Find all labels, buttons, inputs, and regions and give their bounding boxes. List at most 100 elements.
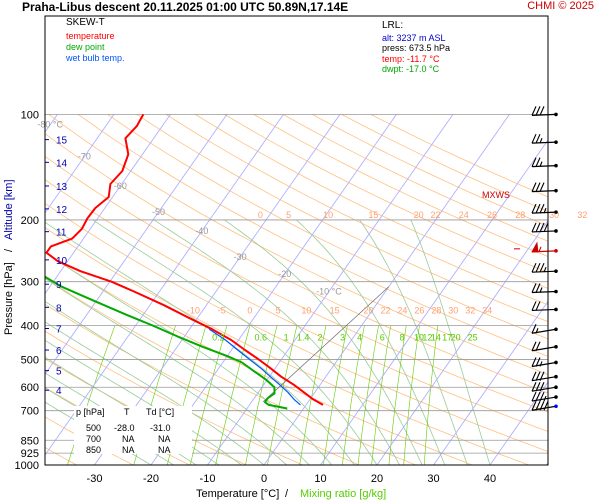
wind-barb-staff bbox=[531, 290, 557, 294]
isotherm-label: -50 bbox=[152, 207, 165, 217]
adiabat-label: 20 bbox=[414, 210, 424, 220]
series-line-dew-point bbox=[45, 275, 288, 410]
wind-barb-feather bbox=[531, 262, 537, 273]
wind-barb-feather bbox=[535, 283, 541, 293]
dry-adiabat-line bbox=[48, 114, 548, 375]
y-title-altitude: Altitude [km] bbox=[3, 179, 15, 240]
dry-adiabat-line bbox=[370, 114, 548, 198]
wind-barb-dot bbox=[554, 289, 558, 294]
mixing-ratio-label: 4 bbox=[357, 332, 362, 342]
adiabat-label: 34 bbox=[482, 306, 492, 316]
mixing-ratio-label: 14 bbox=[431, 332, 441, 342]
wind-barb-staff bbox=[531, 190, 557, 193]
legend-item-wetbulb: wet bulb temp. bbox=[66, 53, 125, 63]
temperature-tick-label: -30 bbox=[87, 473, 103, 485]
table-cell: -31.0 bbox=[150, 423, 171, 433]
altitude-tick-label: 4 bbox=[56, 386, 62, 397]
wind-barb-feather bbox=[531, 301, 537, 311]
wind-barb-feather bbox=[535, 222, 541, 233]
temperature-tick-label: 40 bbox=[484, 473, 496, 485]
wind-barb-half-feather bbox=[543, 395, 547, 402]
adiabat-label: 15 bbox=[330, 306, 340, 316]
adiabat-label: 32 bbox=[465, 306, 475, 316]
isotherm-line bbox=[376, 219, 548, 465]
wind-barbs bbox=[531, 106, 558, 411]
wind-barb-feather bbox=[539, 391, 545, 402]
mixing-ratio-label: 10 bbox=[414, 332, 424, 342]
table-cell: NA bbox=[122, 434, 135, 444]
wind-barb-half-feather bbox=[535, 328, 539, 334]
wind-barb-dot bbox=[554, 249, 558, 253]
wind-barb-feather bbox=[539, 203, 545, 214]
adiabat-label: 24 bbox=[397, 306, 407, 316]
dry-adiabat-line bbox=[253, 114, 548, 258]
mixing-ratio-label: 20 bbox=[451, 332, 461, 342]
dry-adiabat-line bbox=[195, 114, 548, 289]
wind-barb bbox=[531, 157, 558, 168]
wind-barb-feather bbox=[535, 357, 541, 367]
wind-barb-feather bbox=[531, 341, 537, 351]
y-title-separator: / bbox=[3, 248, 15, 252]
isotherm-label: -10 °C bbox=[316, 287, 342, 297]
wind-barb-half-feather bbox=[539, 161, 543, 167]
isotherm-label: -40 bbox=[195, 226, 208, 236]
wind-barb-half-feather bbox=[539, 361, 543, 367]
temperature-tick-label: 20 bbox=[371, 473, 383, 485]
series-layer bbox=[45, 113, 324, 410]
series-line-temperature bbox=[45, 113, 324, 406]
mxws-label: MXWS bbox=[482, 190, 510, 200]
wind-barb-dot bbox=[554, 385, 558, 390]
wind-barb-half-feather bbox=[538, 246, 542, 253]
dry-adiabat-line bbox=[107, 114, 548, 340]
wind-barb-feather bbox=[535, 203, 541, 214]
adiabat-label: -10 bbox=[187, 306, 200, 316]
mixing-ratio-line bbox=[357, 325, 379, 465]
table-header-p: p [hPa] bbox=[76, 407, 105, 417]
x-title-mixing: Mixing ratio [g/kg] bbox=[300, 488, 386, 500]
wind-barb-feather bbox=[539, 262, 545, 273]
wind-barb-dot bbox=[554, 210, 558, 214]
isotherm-line bbox=[433, 300, 548, 465]
adiabat-label: 0 bbox=[258, 210, 263, 220]
altitude-tick-label: 6 bbox=[56, 346, 62, 357]
dry-adiabat-line bbox=[224, 114, 548, 273]
isotherm-line bbox=[320, 139, 548, 465]
wind-barb-feather bbox=[539, 401, 545, 411]
isotherm-label: -30 bbox=[234, 252, 247, 262]
pressure-tick-label: 200 bbox=[21, 215, 39, 227]
wind-barb-feather bbox=[531, 157, 537, 167]
adiabat-label: 10 bbox=[301, 306, 311, 316]
altitude-tick-label: 5 bbox=[56, 367, 62, 378]
altitude-tick-label: 10 bbox=[56, 256, 68, 267]
table-cell: 500 bbox=[86, 423, 102, 433]
table-header-td: Td [°C] bbox=[146, 407, 175, 417]
mixing-ratio-label: 6 bbox=[380, 332, 385, 342]
adiabat-label: 26 bbox=[487, 210, 497, 220]
wind-barb bbox=[531, 301, 558, 312]
wind-barb-staff bbox=[531, 328, 557, 334]
isotherm-line bbox=[207, 114, 454, 465]
pressure-tick-label: 600 bbox=[21, 382, 39, 394]
lrl-temp: temp: -11.7 °C bbox=[382, 53, 440, 64]
wind-barb-feather bbox=[539, 222, 545, 233]
wind-barb-feather bbox=[531, 106, 537, 116]
wind-barb-feather bbox=[535, 133, 541, 144]
wind-barb-dot bbox=[554, 344, 558, 349]
wind-barb-feather bbox=[531, 283, 537, 293]
table-cell: -28.0 bbox=[114, 423, 135, 433]
chart-title: Praha-Libus descent 20.11.2025 01:00 UTC… bbox=[22, 0, 349, 14]
isotherm-line bbox=[489, 381, 548, 465]
wind-barb bbox=[531, 203, 558, 214]
wind-barb-feather bbox=[531, 222, 537, 233]
wind-barb-half-feather bbox=[543, 207, 547, 214]
wind-barb-feather bbox=[531, 357, 537, 367]
wind-barb bbox=[531, 283, 558, 294]
mixing-ratio-label: 0.2 bbox=[212, 332, 225, 342]
adiabat-label: 22 bbox=[431, 210, 441, 220]
lrl-title: LRL: bbox=[382, 20, 404, 31]
altitude-tick-label: 13 bbox=[56, 182, 68, 193]
lrl-press: press: 673.5 hPa bbox=[382, 43, 451, 53]
wind-barb-feather bbox=[531, 182, 537, 192]
wind-barb-feather bbox=[535, 401, 541, 411]
wind-barb-half-feather bbox=[543, 266, 547, 273]
